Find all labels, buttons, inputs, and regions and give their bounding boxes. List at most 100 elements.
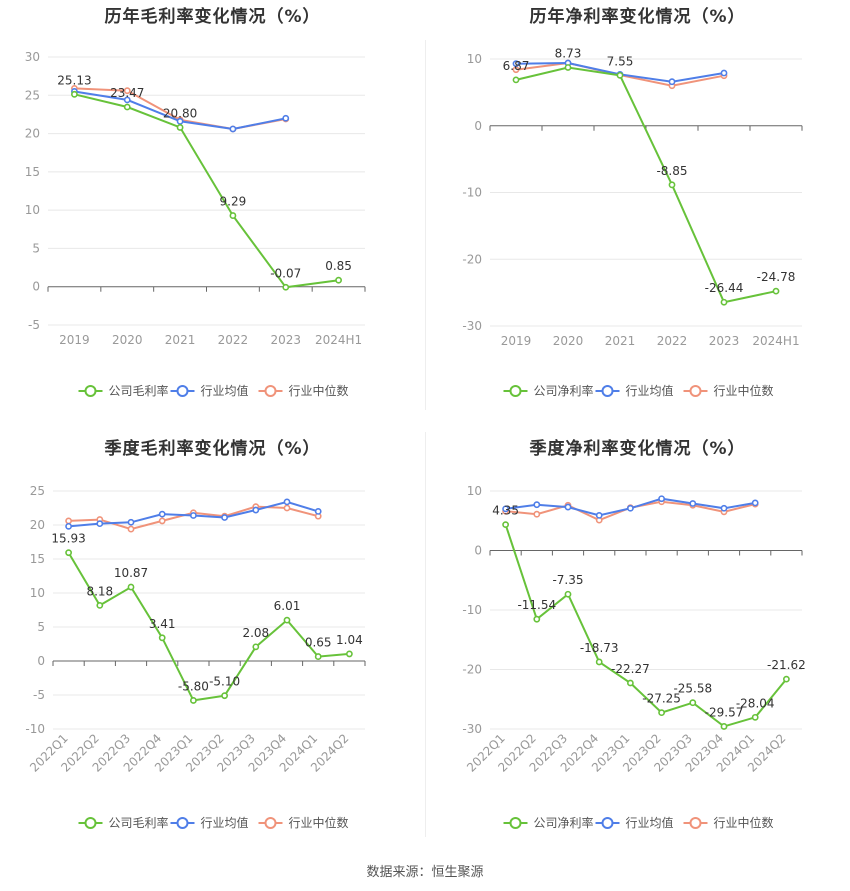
data-point — [720, 69, 728, 77]
x-tick-label: 2021 — [165, 333, 196, 347]
legend-marker — [264, 385, 277, 397]
data-point — [595, 511, 603, 519]
y-tick-label: 10 — [467, 484, 482, 498]
legend-label: 公司毛利率 — [109, 815, 169, 830]
legend-label: 公司净利率 — [534, 815, 594, 830]
x-tick-label: 2023 — [270, 333, 301, 347]
x-tick-label: 2023 — [709, 334, 740, 348]
y-tick-label: -10 — [462, 603, 482, 617]
data-label: -8.85 — [656, 164, 687, 178]
data-point — [626, 504, 634, 512]
data-point — [658, 709, 665, 717]
y-tick-label: -5 — [28, 318, 40, 332]
data-point — [564, 590, 572, 598]
legend-label: 行业均值 — [626, 815, 674, 830]
data-label: 8.18 — [86, 584, 113, 598]
legend-label: 公司净利率 — [534, 383, 594, 398]
legend-item-company: 公司净利率 — [503, 815, 594, 830]
y-tick-label: -30 — [462, 319, 482, 333]
data-point — [616, 71, 624, 79]
chart-svg: -30-20-100102022Q12022Q22022Q32022Q42023… — [462, 484, 805, 830]
data-source: 数据来源：恒生聚源 — [366, 865, 484, 880]
data-point — [345, 650, 353, 658]
data-label: 6.87 — [503, 59, 530, 73]
x-tick-label: 2020 — [112, 333, 143, 347]
data-point — [564, 503, 572, 511]
legend-marker — [176, 817, 189, 829]
y-tick-label: -5 — [33, 688, 45, 702]
data-point — [533, 501, 541, 509]
data-point — [772, 287, 780, 295]
data-point — [127, 583, 135, 591]
data-label: -18.73 — [580, 641, 619, 655]
legend-item-company: 公司毛利率 — [78, 383, 169, 398]
chart-svg: -5 0 5 10 15 20 25 30 2019 2020 2021 2022 2023 2024H1… — [25, 50, 366, 398]
data-point — [720, 504, 728, 512]
legend-marker — [509, 817, 522, 829]
data-point — [512, 66, 520, 74]
y-tick-label: 10 — [25, 203, 40, 217]
data-point — [96, 601, 104, 609]
legend-label: 行业中位数 — [714, 815, 774, 830]
data-label: 2.08 — [242, 626, 269, 640]
legend-item-avg: 行业均值 — [170, 383, 249, 398]
data-point — [282, 114, 290, 122]
data-point — [689, 699, 697, 707]
chart-title: 历年净利率变化情况（%） — [529, 7, 746, 27]
data-point — [158, 634, 166, 642]
data-point — [252, 643, 260, 651]
legend-item-company: 公司净利率 — [503, 383, 594, 398]
data-point — [314, 653, 322, 660]
data-point — [512, 60, 520, 68]
legend-marker — [601, 817, 614, 829]
y-tick-label: 20 — [30, 518, 45, 532]
panel-divider — [425, 40, 426, 410]
legend-label: 行业中位数 — [289, 815, 349, 830]
legend-item-avg: 行业均值 — [595, 383, 674, 398]
data-point — [65, 522, 72, 530]
y-tick-label: 25 — [30, 484, 45, 498]
data-label: 6.01 — [274, 599, 301, 613]
data-point — [123, 96, 131, 104]
legend-marker — [176, 385, 189, 397]
legend-item-median: 行业中位数 — [258, 383, 349, 398]
data-point — [123, 87, 131, 95]
legend-label: 行业均值 — [626, 383, 674, 398]
data-point — [668, 181, 676, 189]
x-tick-label: 2022 — [657, 334, 688, 348]
chart-panel-annual-net: 历年净利率变化情况（%） -30 -20 -10 0 10 2019 2020 2021 202… — [425, 0, 850, 432]
y-tick-label: 30 — [25, 50, 40, 64]
x-tick-label: 2024H1 — [315, 333, 362, 347]
x-tick-label: 2021 — [605, 334, 636, 348]
data-point — [71, 90, 78, 98]
data-point — [595, 658, 603, 666]
legend-marker — [509, 385, 522, 397]
y-tick-label: 25 — [25, 88, 40, 102]
y-tick-label: 20 — [25, 127, 40, 141]
data-point — [158, 517, 166, 525]
data-point — [96, 520, 104, 528]
legend-item-company: 公司毛利率 — [78, 815, 169, 830]
series-line-company — [504, 524, 788, 728]
chart-title: 季度毛利率变化情况（%） — [104, 439, 321, 459]
legend-marker — [84, 385, 97, 397]
data-label: 25.13 — [57, 73, 91, 87]
series-line-company — [515, 66, 777, 304]
data-point — [314, 508, 322, 515]
data-point — [720, 723, 728, 730]
data-point — [127, 525, 135, 533]
y-tick-label: 0 — [32, 280, 40, 294]
chart-title: 历年毛利率变化情况（%） — [104, 7, 321, 27]
legend-marker — [264, 817, 277, 829]
data-point — [283, 504, 291, 512]
y-tick-label: 15 — [25, 165, 40, 179]
y-tick-label: 5 — [37, 620, 45, 634]
data-point — [626, 679, 634, 687]
data-label: -5.80 — [178, 679, 209, 693]
data-point — [658, 495, 665, 503]
data-label: 9.29 — [220, 195, 247, 209]
chart-svg: -30 -20 -10 0 10 2019 2020 2021 2022 2023 2024H1 6.… — [462, 46, 803, 398]
y-tick-label: 0 — [474, 544, 482, 558]
legend-item-avg: 行业均值 — [170, 815, 249, 830]
data-label: -26.44 — [705, 281, 744, 295]
